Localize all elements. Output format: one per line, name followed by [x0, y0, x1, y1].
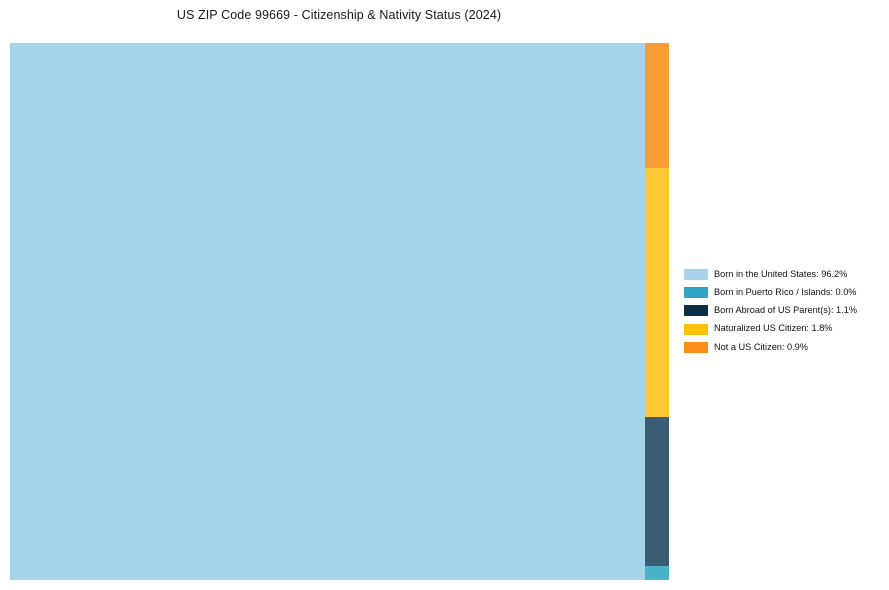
legend-label: Born in the United States: 96.2% — [714, 268, 848, 279]
legend-label: Born in Puerto Rico / Islands: 0.0% — [714, 286, 857, 297]
treemap-tile — [644, 168, 669, 417]
legend-label: Naturalized US Citizen: 1.8% — [714, 323, 833, 334]
legend-item: Born Abroad of US Parent(s): 1.1% — [684, 302, 882, 320]
legend-label: Not a US Citizen: 0.9% — [714, 341, 808, 352]
treemap-tile — [644, 43, 669, 169]
legend-item: Born in the United States: 96.2% — [684, 265, 882, 283]
treemap-tile — [644, 416, 669, 567]
treemap-tile — [10, 43, 645, 580]
legend-swatch — [684, 268, 708, 280]
chart-legend: Born in the United States: 96.2% Born in … — [684, 265, 882, 356]
legend-item: Born in Puerto Rico / Islands: 0.0% — [684, 283, 882, 301]
treemap-plot-area — [10, 43, 669, 580]
chart-title: US ZIP Code 99669 - Citizenship & Nativi… — [176, 8, 502, 22]
legend-label: Born Abroad of US Parent(s): 1.1% — [714, 305, 857, 316]
treemap-tile — [644, 566, 669, 580]
legend-swatch — [684, 305, 708, 317]
legend-swatch — [684, 341, 708, 353]
legend-swatch — [684, 323, 708, 335]
legend-swatch — [684, 286, 708, 298]
legend-item: Not a US Citizen: 0.9% — [684, 338, 882, 356]
legend-item: Naturalized US Citizen: 1.8% — [684, 320, 882, 338]
